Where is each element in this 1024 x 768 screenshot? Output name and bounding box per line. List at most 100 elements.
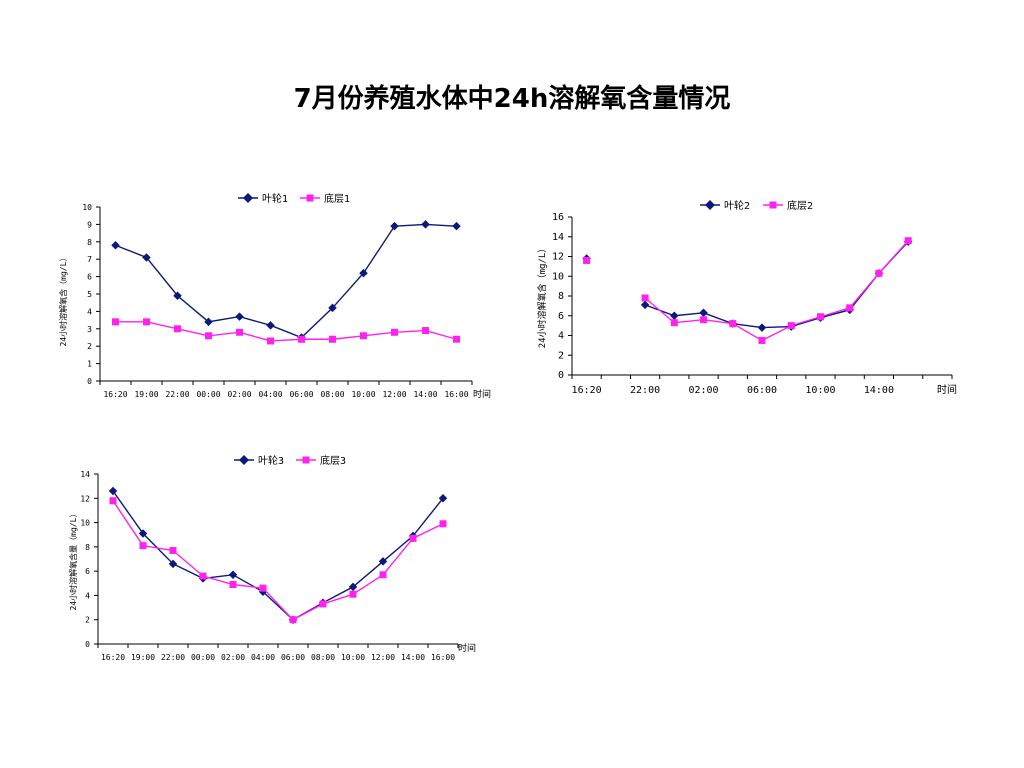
legend: 叶轮1 底层1 — [238, 192, 350, 205]
x-axis-label: 时间 — [473, 388, 491, 400]
y-tick-label: 6 — [558, 311, 564, 322]
y-tick-label: 0 — [87, 377, 92, 386]
data-point-series-2 — [289, 616, 297, 624]
data-point-series-2 — [846, 304, 854, 312]
x-tick-label: 10:00 — [805, 385, 835, 396]
data-point-series-2 — [641, 294, 649, 302]
y-tick-label: 0 — [558, 370, 564, 381]
data-point-series-2 — [298, 335, 305, 343]
chart-3: 叶轮3 底层3 24小时溶解氧含量（mg/L） 时间 0 2 4 6 8 10 12 14 16… — [68, 454, 476, 662]
legend: 叶轮3 底层3 — [234, 454, 346, 467]
series-line-2 — [115, 321, 457, 342]
data-point-series-1 — [108, 486, 118, 496]
data-point-series-2 — [453, 335, 460, 343]
y-tick-label: 10 — [82, 203, 92, 212]
chart-2: 叶轮2 底层2 24小时溶解氧含（mg/L） 时间 0 2 4 6 8 10 12 14 16 1… — [536, 199, 957, 396]
data-point-series-1 — [235, 312, 244, 321]
data-point-series-2 — [349, 590, 357, 598]
y-tick-label: 8 — [558, 291, 564, 302]
legend: 叶轮2 底层2 — [700, 199, 813, 212]
x-tick-label: 19:00 — [134, 390, 158, 399]
y-tick-label: 16 — [552, 212, 564, 223]
data-point-series-2 — [267, 337, 274, 345]
plot-area: 0 2 4 6 8 10 12 14 16:20 19:00 22:00 00:00 02:00 04:0… — [80, 470, 459, 662]
data-point-series-2 — [259, 584, 267, 592]
x-axis-label: 时间 — [937, 383, 957, 396]
x-tick-label: 10:00 — [341, 653, 365, 662]
data-point-series-2 — [236, 328, 243, 336]
x-tick-label: 04:00 — [258, 390, 282, 399]
data-point-series-1 — [111, 241, 120, 250]
x-tick-label: 16:20 — [572, 385, 602, 396]
data-point-series-1 — [168, 559, 178, 569]
x-tick-label: 12:00 — [382, 390, 406, 399]
y-tick-label: 14 — [552, 232, 564, 243]
data-point-series-2 — [205, 332, 212, 340]
data-point-series-2 — [199, 572, 207, 580]
x-tick-label: 16:20 — [103, 390, 127, 399]
plot-area: 0 2 4 6 8 10 12 14 16 16:20 22:00 02:00 06:00 10:00 14… — [552, 212, 953, 396]
series-line-2 — [644, 240, 909, 342]
y-tick-label: 9 — [87, 220, 92, 229]
y-tick-label: 10 — [80, 519, 90, 528]
x-tick-label: 16:20 — [101, 653, 125, 662]
legend-marker-series-2 — [306, 194, 314, 202]
x-tick-label: 06:00 — [289, 390, 313, 399]
data-point-series-2 — [329, 335, 336, 343]
x-tick-label: 04:00 — [251, 653, 275, 662]
data-point-series-1 — [421, 220, 430, 229]
y-tick-label: 1 — [87, 360, 92, 369]
data-point-series-1 — [757, 323, 767, 332]
data-point-series-2 — [109, 497, 117, 505]
data-point-series-2 — [904, 237, 912, 245]
x-tick-label: 22:00 — [161, 653, 185, 662]
x-tick-label: 22:00 — [165, 390, 189, 399]
y-tick-label: 8 — [85, 543, 90, 552]
x-tick-label: 22:00 — [630, 385, 660, 396]
data-point-series-2 — [174, 325, 181, 333]
data-point-series-2 — [670, 319, 678, 327]
x-tick-label: 06:00 — [747, 385, 777, 396]
data-point-series-2 — [583, 256, 591, 264]
legend-label-series-2: 底层3 — [320, 454, 346, 467]
data-point-series-2 — [422, 327, 429, 335]
series-line-1 — [115, 223, 457, 339]
data-point-series-1 — [328, 303, 337, 313]
data-point-series-2 — [875, 269, 883, 277]
data-point-series-1 — [699, 308, 708, 318]
y-tick-label: 10 — [552, 271, 564, 282]
data-point-series-2 — [439, 520, 447, 528]
data-point-series-1 — [204, 317, 213, 327]
data-point-series-2 — [379, 571, 387, 579]
data-point-series-1 — [228, 570, 238, 580]
y-tick-label: 6 — [85, 567, 90, 576]
x-axis-label: 时间 — [458, 642, 476, 654]
data-point-series-2 — [409, 534, 417, 542]
y-axis-label: 24小时溶解氧含（mg/L） — [536, 244, 548, 349]
y-tick-label: 2 — [558, 350, 564, 361]
data-point-series-1 — [266, 321, 275, 330]
y-axis-label: 24小时溶解氧含（mg/L） — [58, 254, 68, 347]
y-tick-label: 5 — [87, 290, 92, 299]
y-axis-label: 24小时溶解氧含量（mg/L） — [68, 510, 78, 611]
data-point-series-1 — [390, 221, 399, 231]
x-tick-label: 16:00 — [431, 653, 455, 662]
legend-marker-series-2 — [302, 456, 310, 464]
data-point-series-2 — [816, 313, 824, 321]
data-point-series-2 — [143, 318, 150, 326]
slide-title: 7月份养殖水体中24h溶解氧含量情况 — [293, 84, 731, 114]
x-tick-label: 02:00 — [688, 385, 718, 396]
legend-label-series-2: 底层1 — [324, 192, 350, 205]
y-tick-label: 2 — [85, 616, 90, 625]
x-tick-label: 08:00 — [320, 390, 344, 399]
x-tick-label: 08:00 — [311, 653, 335, 662]
y-tick-label: 6 — [87, 273, 92, 282]
data-point-series-1 — [452, 221, 461, 231]
data-point-series-1 — [438, 494, 448, 503]
x-tick-label: 10:00 — [351, 390, 375, 399]
legend-marker-series-2 — [769, 201, 777, 209]
y-tick-label: 7 — [87, 255, 92, 264]
data-point-series-1 — [670, 311, 679, 320]
y-tick-label: 14 — [80, 470, 90, 479]
x-tick-label: 14:00 — [864, 385, 894, 396]
